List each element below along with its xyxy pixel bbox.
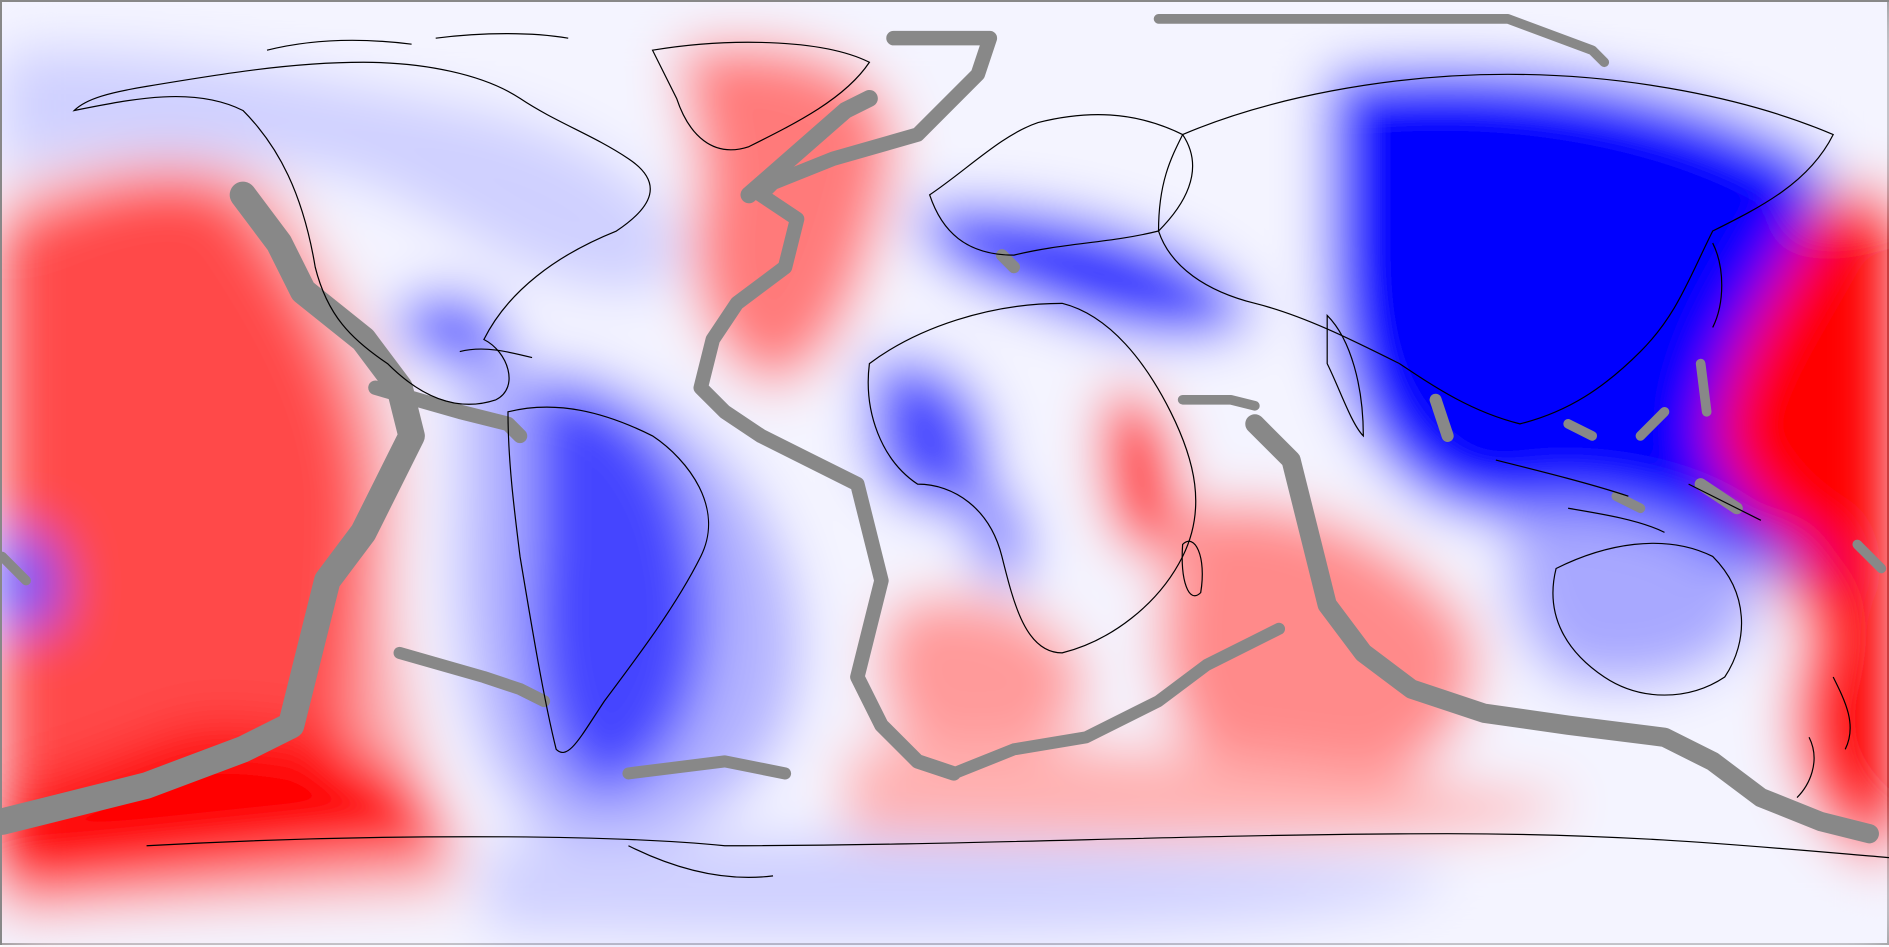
coastlines <box>72 33 1889 879</box>
plate-boundaries <box>2 14 1887 844</box>
